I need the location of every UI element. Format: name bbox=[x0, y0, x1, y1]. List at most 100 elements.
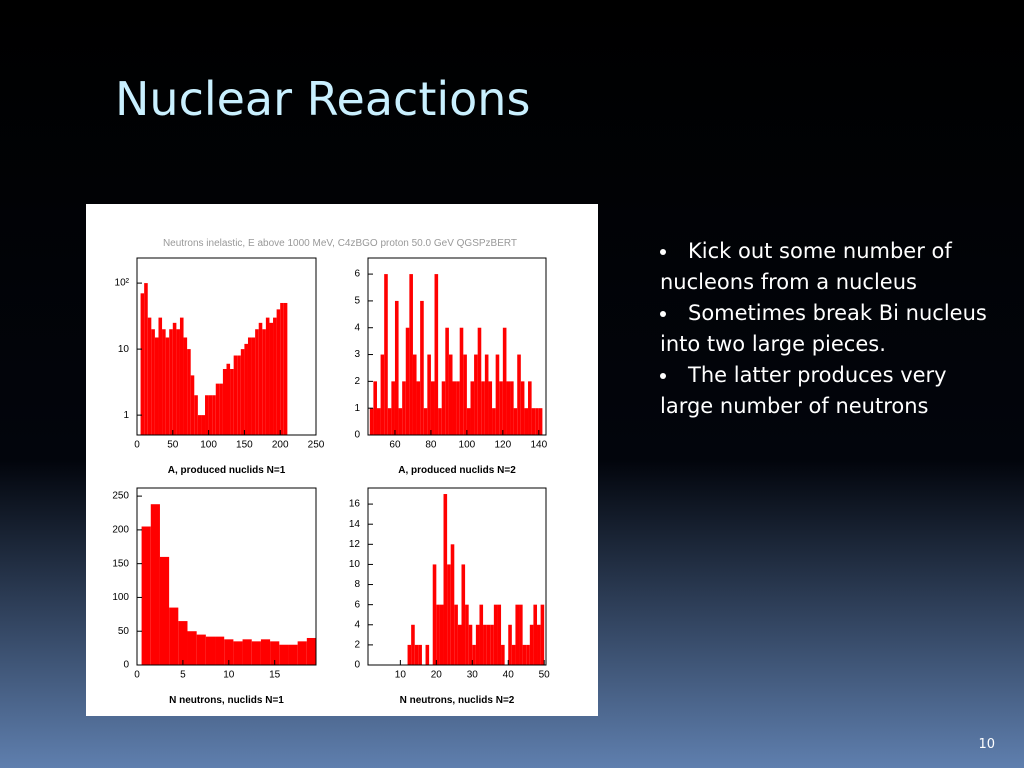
histogram-bar bbox=[445, 327, 449, 435]
histogram-bar bbox=[208, 395, 213, 435]
slide-title: Nuclear Reactions bbox=[115, 72, 530, 126]
bullet-list: Kick out some number of nucleons from a … bbox=[660, 236, 990, 422]
histogram-bar bbox=[172, 322, 177, 435]
histogram-bar bbox=[474, 354, 478, 435]
histogram-bar bbox=[517, 354, 521, 435]
y-tick-label: 250 bbox=[112, 491, 129, 502]
histogram-bar bbox=[407, 644, 412, 665]
y-tick-label: 3 bbox=[354, 349, 360, 360]
x-tick-label: 250 bbox=[308, 440, 325, 451]
histogram-bar bbox=[488, 381, 493, 435]
histogram-bar bbox=[140, 293, 145, 435]
histogram-bar bbox=[510, 381, 514, 435]
y-tick-label: 10² bbox=[115, 278, 130, 289]
y-tick-label: 50 bbox=[118, 626, 130, 637]
histogram-bar bbox=[477, 327, 482, 435]
histogram-bar bbox=[499, 381, 503, 435]
x-tick-label: 120 bbox=[495, 440, 512, 451]
histogram-bar bbox=[224, 639, 234, 665]
histogram-bar bbox=[412, 354, 417, 435]
histogram-bar bbox=[526, 644, 530, 665]
histogram-bar bbox=[187, 349, 191, 435]
histogram-bar bbox=[535, 408, 539, 435]
histogram-bar bbox=[470, 381, 475, 435]
histogram-bar bbox=[384, 274, 388, 435]
y-tick-label: 10 bbox=[118, 344, 130, 355]
x-tick-label: 5 bbox=[180, 670, 186, 681]
histogram-bar bbox=[205, 636, 216, 665]
histogram-bar bbox=[414, 644, 419, 665]
x-tick-label: 20 bbox=[431, 670, 443, 681]
plot-frame bbox=[136, 257, 317, 436]
histogram-bar bbox=[222, 368, 227, 435]
histogram-bar bbox=[288, 644, 298, 665]
histogram-bar bbox=[169, 607, 179, 665]
histogram-bar bbox=[190, 375, 195, 435]
page-number: 10 bbox=[978, 737, 995, 752]
histogram-bar bbox=[472, 644, 476, 665]
histogram-bar bbox=[150, 504, 160, 665]
histogram-bar bbox=[201, 415, 206, 435]
x-tick-label: 40 bbox=[503, 670, 515, 681]
histogram-bar bbox=[522, 644, 527, 665]
y-tick-label: 150 bbox=[112, 558, 129, 569]
histogram-bar bbox=[459, 327, 464, 435]
histogram-bar bbox=[538, 408, 543, 435]
histogram-bar bbox=[420, 300, 424, 435]
histogram-bar bbox=[483, 624, 487, 665]
histogram-bar bbox=[196, 634, 206, 665]
histogram-bar bbox=[260, 639, 271, 665]
y-tick-label: 1 bbox=[354, 403, 360, 414]
histogram-bar bbox=[154, 337, 159, 435]
histogram-bar bbox=[493, 604, 498, 665]
plot-frame bbox=[367, 257, 547, 436]
x-tick-label: 80 bbox=[425, 440, 437, 451]
histogram-bar bbox=[280, 302, 284, 435]
histogram-bar bbox=[501, 644, 505, 665]
x-axis-label: N neutrons, nuclids N=2 bbox=[400, 695, 515, 706]
histogram-bar bbox=[430, 381, 435, 435]
x-axis-label: N neutrons, nuclids N=1 bbox=[169, 695, 284, 706]
y-tick-label: 2 bbox=[354, 376, 360, 387]
y-tick-label: 4 bbox=[354, 619, 360, 630]
histogram-bar bbox=[169, 329, 173, 435]
histogram-bar bbox=[438, 408, 442, 435]
histogram-bar bbox=[215, 636, 225, 665]
histogram-bar bbox=[251, 641, 261, 665]
histogram-bar bbox=[387, 408, 392, 435]
x-tick-label: 10 bbox=[223, 670, 235, 681]
histogram-bar bbox=[394, 300, 399, 435]
y-tick-label: 6 bbox=[354, 599, 360, 610]
histogram-bar bbox=[151, 329, 155, 435]
histogram-bar bbox=[524, 408, 529, 435]
y-tick-label: 0 bbox=[123, 660, 129, 671]
histogram-bar bbox=[306, 637, 316, 665]
x-axis-label: A, produced nuclids N=1 bbox=[168, 465, 286, 476]
histogram-bar bbox=[423, 408, 428, 435]
histogram-bar bbox=[258, 322, 263, 435]
histogram-bar bbox=[515, 604, 520, 665]
histogram-bar bbox=[481, 381, 485, 435]
x-tick-label: 140 bbox=[530, 440, 547, 451]
histogram-bar bbox=[434, 274, 439, 435]
histogram-bar bbox=[448, 354, 453, 435]
bullet: Kick out some number of nucleons from a … bbox=[660, 236, 990, 298]
x-axis-label: A, produced nuclids N=2 bbox=[398, 465, 516, 476]
x-tick-label: 100 bbox=[459, 440, 476, 451]
y-tick-label: 14 bbox=[349, 519, 361, 530]
histogram-bar bbox=[398, 408, 403, 435]
histogram-bar bbox=[540, 604, 545, 665]
histogram-bar bbox=[432, 564, 437, 665]
histogram-bar bbox=[269, 322, 274, 435]
y-tick-label: 0 bbox=[354, 430, 360, 441]
histogram-bar bbox=[380, 354, 385, 435]
histogram-bar bbox=[506, 381, 511, 435]
histogram-bar bbox=[454, 604, 458, 665]
histogram-bar bbox=[405, 327, 410, 435]
y-tick-label: 5 bbox=[354, 296, 360, 307]
histogram-bar bbox=[475, 624, 480, 665]
histogram-bar bbox=[490, 624, 494, 665]
x-tick-label: 10 bbox=[395, 670, 407, 681]
x-tick-label: 30 bbox=[467, 670, 479, 681]
